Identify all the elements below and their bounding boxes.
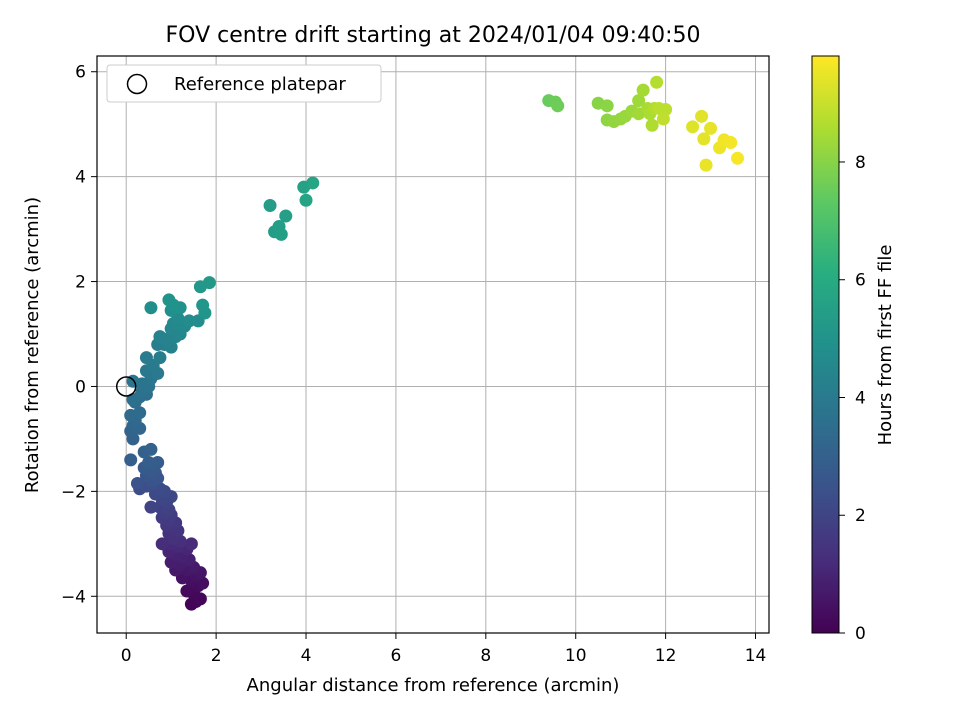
colorbar-label: Hours from first FF file [875, 245, 896, 446]
scatter-point [142, 456, 156, 470]
x-tick-label: 10 [565, 646, 587, 666]
scatter-point [180, 584, 194, 598]
scatter-point [686, 120, 700, 134]
scatter-point [196, 298, 210, 312]
colorbar-tick-label: 4 [855, 388, 866, 408]
y-axis-label: Rotation from reference (arcmin) [22, 197, 43, 493]
scatter-point [551, 99, 565, 113]
scatter-point [151, 456, 165, 470]
y-tick-label: 4 [75, 168, 86, 188]
scatter-point [704, 121, 718, 135]
scatter-point [126, 393, 140, 407]
scatter-point [184, 537, 198, 551]
scatter-point [133, 406, 147, 420]
y-axis-ticks: −4 −2 0 2 4 6 [61, 63, 97, 607]
scatter-point [202, 276, 216, 290]
scatter-point [144, 442, 158, 456]
y-tick-label: −2 [61, 482, 86, 502]
scatter-point [731, 151, 745, 165]
y-tick-label: 2 [75, 273, 86, 293]
legend-marker-icon [126, 73, 148, 95]
y-tick-label: −4 [61, 587, 86, 607]
scatter-point [697, 132, 711, 146]
y-tick-label: 6 [75, 63, 86, 83]
colorbar-tick-label: 6 [855, 271, 866, 291]
scatter-point [650, 75, 664, 89]
colorbar-tick-label: 0 [855, 624, 866, 644]
colorbar-tick-label: 8 [855, 153, 866, 173]
colorbar: 0 2 4 6 8 Hours from first FF file [811, 55, 896, 644]
scatter-point [130, 477, 144, 491]
x-tick-label: 4 [301, 646, 312, 666]
x-axis-label: Angular distance from reference (arcmin) [247, 675, 620, 696]
scatter-point [279, 209, 293, 223]
scatter-point [600, 99, 614, 113]
scatter-point [274, 227, 288, 241]
scatter-point [144, 301, 158, 315]
scatter-point [656, 112, 670, 126]
colorbar-tick-label: 2 [855, 506, 866, 526]
chart-title: FOV centre drift starting at 2024/01/04 … [166, 23, 701, 48]
scatter-point [124, 453, 138, 467]
scatter-point [299, 193, 313, 207]
x-tick-label: 12 [655, 646, 677, 666]
scatter-points [115, 75, 745, 611]
scatter-point [306, 176, 320, 190]
plot-frame [96, 55, 770, 634]
x-tick-label: 8 [480, 646, 491, 666]
scatter-point [724, 136, 738, 150]
scatter-point [636, 83, 650, 97]
scatter-point [153, 351, 167, 365]
y-tick-label: 0 [75, 377, 86, 397]
x-tick-label: 14 [745, 646, 767, 666]
scatter-point [162, 293, 176, 307]
colorbar-gradient [811, 55, 840, 634]
legend-box [106, 64, 382, 103]
legend: Reference platepar [106, 64, 382, 103]
x-tick-label: 0 [121, 646, 132, 666]
x-tick-label: 6 [391, 646, 402, 666]
scatter-point [699, 158, 713, 172]
scatter-point [182, 314, 196, 328]
grid-lines [97, 56, 769, 633]
scatter-point [155, 537, 169, 551]
scatter-point [645, 118, 659, 132]
x-axis-ticks: 0 2 4 6 8 10 12 14 [121, 633, 767, 666]
scatter-point [695, 109, 709, 123]
scatter-point [144, 500, 158, 514]
scatter-point [632, 94, 646, 108]
scatter-point [139, 351, 153, 365]
reference-platepar-marker [115, 376, 137, 397]
x-tick-label: 2 [211, 646, 222, 666]
legend-label: Reference platepar [174, 74, 346, 95]
scatter-point [263, 198, 277, 212]
colorbar-ticks: 0 2 4 6 8 [839, 153, 866, 644]
